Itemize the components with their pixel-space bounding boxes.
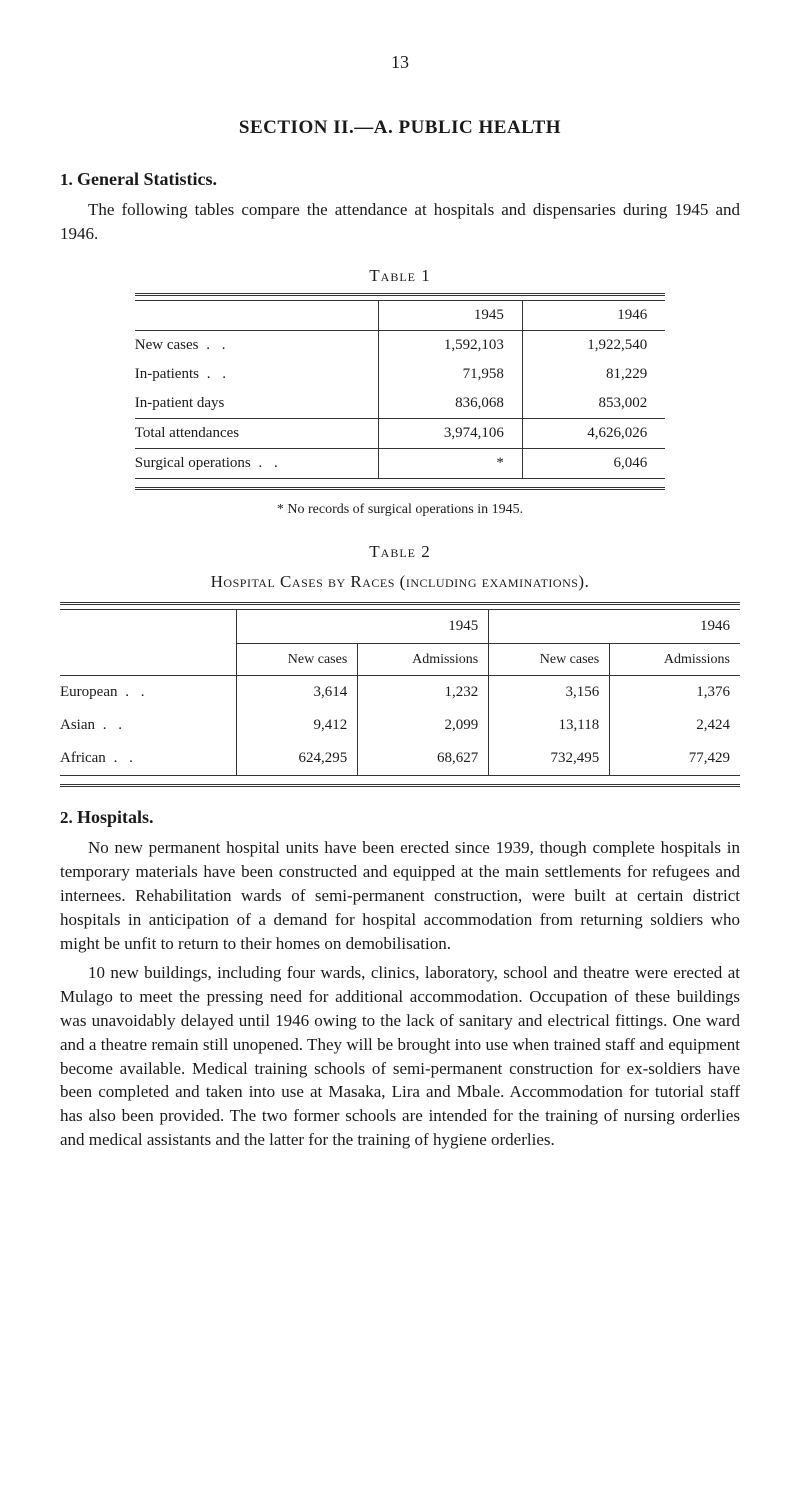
table2-header-1946: 1946 [489,609,740,643]
table1-header-1945: 1945 [379,301,523,331]
table2-header-blank [60,609,237,676]
cell: 77,429 [610,742,740,776]
cell: 1,232 [358,676,489,710]
table-row: In-patients 71,958 81,229 [135,360,665,389]
table1-header-blank [135,301,379,331]
table2-header-1945: 1945 [237,609,489,643]
table2-caption: Table 2 [60,540,740,564]
row-label: European [60,684,148,700]
table1-caption: Table 1 [60,264,740,288]
table1-top-rule [135,293,665,296]
cell: 853,002 [522,389,665,419]
cell: 1,922,540 [522,331,665,361]
cell: 1,592,103 [379,331,523,361]
page-number: 13 [60,50,740,75]
table-row: New cases 1,592,103 1,922,540 [135,331,665,361]
heading-hospitals: 2. Hospitals. [60,805,740,830]
cell: 732,495 [489,742,610,776]
cell: 13,118 [489,709,610,742]
table-row: African 624,295 68,627 732,495 77,429 [60,742,740,776]
table1-bottom-rule [135,487,665,490]
table2: 1945 1946 New cases Admissions New cases… [60,609,740,777]
table2-sub-admissions-1945: Admissions [358,643,489,676]
table-row: European 3,614 1,232 3,156 1,376 [60,676,740,710]
cell: 3,156 [489,676,610,710]
table2-bottom-rule [60,784,740,787]
table2-sub-newcases-1945: New cases [237,643,358,676]
row-label: In-patient days [135,395,225,411]
table1-header-1946: 1946 [522,301,665,331]
cell: * [379,449,523,479]
cell: 2,424 [610,709,740,742]
row-label: African [60,750,137,766]
table2-top-rule [60,602,740,605]
table-row: Asian 9,412 2,099 13,118 2,424 [60,709,740,742]
section-title: SECTION II.—A. PUBLIC HEALTH [60,115,740,142]
table2-sub-newcases-1946: New cases [489,643,610,676]
heading1-number: 1. [60,170,73,189]
table2-sub-admissions-1946: Admissions [610,643,740,676]
cell: 624,295 [237,742,358,776]
cell: 68,627 [358,742,489,776]
row-label: Surgical operations [135,455,282,471]
hospitals-paragraph-1: No new permanent hospital units have bee… [60,836,740,955]
cell: 3,974,106 [379,419,523,449]
table1: 1945 1946 New cases 1,592,103 1,922,540 … [135,300,665,479]
cell: 6,046 [522,449,665,479]
cell: 2,099 [358,709,489,742]
hospitals-paragraph-2: 10 new buildings, including four wards, … [60,961,740,1151]
table2-subtitle: Hospital Cases by Races (including exami… [60,570,740,594]
table-row: In-patient days 836,068 853,002 [135,389,665,419]
heading2-number: 2. [60,808,73,827]
table-row-total: Total attendances 3,974,106 4,626,026 [135,419,665,449]
heading-general-statistics: 1. General Statistics. [60,167,740,192]
row-label: In-patients [135,366,230,382]
cell: 71,958 [379,360,523,389]
footnote-1: * No records of surgical operations in 1… [60,500,740,520]
table-row-surgical: Surgical operations * 6,046 [135,449,665,479]
row-label: Total attendances [135,425,239,441]
row-label: Asian [60,717,126,733]
intro-paragraph: The following tables compare the attenda… [60,198,740,246]
heading2-text: Hospitals. [77,807,154,827]
cell: 81,229 [522,360,665,389]
heading1-text: General Statistics. [77,169,217,189]
cell: 4,626,026 [522,419,665,449]
cell: 9,412 [237,709,358,742]
row-label: New cases [135,337,230,353]
cell: 3,614 [237,676,358,710]
cell: 836,068 [379,389,523,419]
cell: 1,376 [610,676,740,710]
